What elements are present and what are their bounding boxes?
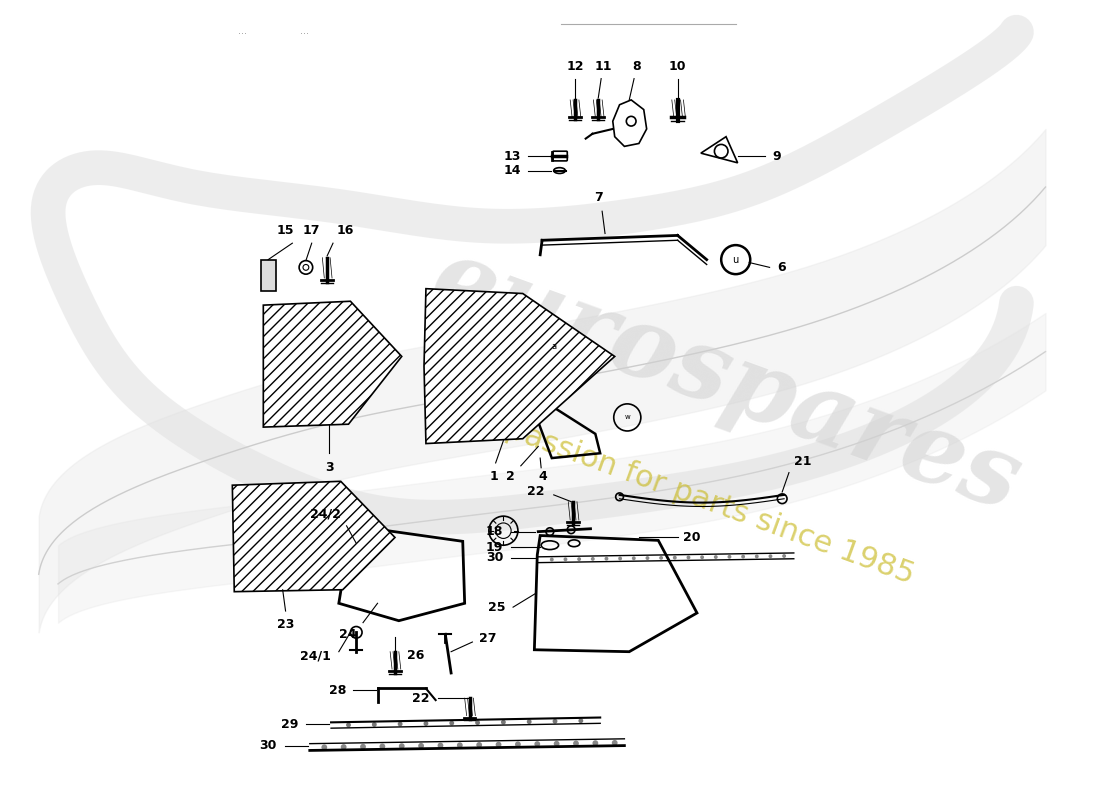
- Circle shape: [573, 741, 579, 746]
- Circle shape: [379, 743, 385, 750]
- Polygon shape: [232, 482, 395, 592]
- Circle shape: [399, 743, 405, 749]
- Circle shape: [618, 557, 623, 561]
- Circle shape: [496, 742, 502, 747]
- Text: 7: 7: [594, 191, 603, 205]
- Circle shape: [360, 744, 366, 750]
- Text: 20: 20: [683, 531, 701, 544]
- Text: eurospares: eurospares: [419, 230, 1033, 532]
- Circle shape: [741, 554, 745, 558]
- Text: 3: 3: [324, 461, 333, 474]
- Text: 30: 30: [486, 551, 504, 564]
- Circle shape: [500, 720, 506, 725]
- FancyBboxPatch shape: [262, 260, 276, 290]
- Text: a: a: [551, 342, 557, 351]
- Circle shape: [769, 554, 772, 558]
- Text: a passion for parts since 1985: a passion for parts since 1985: [475, 404, 918, 590]
- Text: 16: 16: [337, 224, 354, 238]
- Text: 28: 28: [329, 684, 346, 697]
- Circle shape: [449, 721, 454, 726]
- Polygon shape: [424, 289, 615, 443]
- Text: 15: 15: [277, 224, 295, 238]
- Text: 26: 26: [407, 649, 424, 662]
- Circle shape: [646, 556, 649, 560]
- Circle shape: [456, 742, 463, 748]
- Circle shape: [418, 743, 424, 749]
- Circle shape: [563, 558, 568, 562]
- Circle shape: [701, 555, 704, 559]
- Circle shape: [579, 718, 583, 723]
- Text: 6: 6: [778, 261, 786, 274]
- Circle shape: [535, 741, 540, 747]
- Text: 27: 27: [480, 632, 497, 645]
- Text: 14: 14: [504, 164, 520, 177]
- Circle shape: [527, 719, 531, 724]
- Text: u: u: [733, 254, 739, 265]
- Circle shape: [553, 741, 560, 746]
- Text: 24/1: 24/1: [300, 649, 331, 662]
- Circle shape: [398, 722, 403, 726]
- Circle shape: [578, 557, 581, 561]
- Circle shape: [605, 557, 608, 561]
- Text: 1: 1: [490, 470, 498, 482]
- Circle shape: [372, 722, 376, 727]
- Circle shape: [515, 742, 520, 747]
- Text: 22: 22: [527, 486, 544, 498]
- Circle shape: [424, 721, 428, 726]
- Text: 18: 18: [486, 525, 504, 538]
- Text: 22: 22: [412, 692, 430, 705]
- Text: 8: 8: [632, 60, 641, 73]
- Circle shape: [476, 742, 482, 748]
- Text: 9: 9: [772, 150, 781, 162]
- Text: 24: 24: [339, 629, 356, 642]
- Circle shape: [631, 556, 636, 560]
- Circle shape: [612, 740, 617, 746]
- Text: 30: 30: [260, 739, 277, 752]
- Text: 10: 10: [669, 60, 686, 73]
- Text: ...: ...: [238, 26, 246, 36]
- Circle shape: [673, 556, 676, 559]
- Text: 23: 23: [277, 618, 295, 631]
- Text: 29: 29: [280, 718, 298, 730]
- Text: 4: 4: [538, 470, 547, 482]
- Circle shape: [782, 554, 786, 558]
- Text: 17: 17: [302, 224, 320, 238]
- Circle shape: [686, 555, 691, 559]
- Text: 19: 19: [486, 541, 504, 554]
- Text: w: w: [625, 414, 630, 421]
- Circle shape: [341, 744, 346, 750]
- Text: 21: 21: [794, 454, 812, 468]
- Text: 24/2: 24/2: [310, 507, 341, 520]
- Circle shape: [475, 720, 480, 725]
- Text: 2: 2: [506, 470, 515, 482]
- Circle shape: [659, 556, 663, 560]
- Circle shape: [552, 719, 558, 724]
- Text: 13: 13: [504, 150, 520, 162]
- Text: 12: 12: [566, 60, 584, 73]
- Circle shape: [727, 555, 732, 558]
- Circle shape: [321, 745, 327, 750]
- Text: 11: 11: [594, 60, 612, 73]
- Circle shape: [593, 740, 598, 746]
- Polygon shape: [263, 302, 402, 427]
- Text: 25: 25: [487, 601, 505, 614]
- Circle shape: [714, 555, 717, 559]
- Circle shape: [550, 558, 553, 562]
- Circle shape: [755, 554, 759, 558]
- Circle shape: [438, 742, 443, 749]
- Circle shape: [591, 557, 595, 561]
- Circle shape: [346, 722, 351, 727]
- Text: ...: ...: [300, 26, 309, 36]
